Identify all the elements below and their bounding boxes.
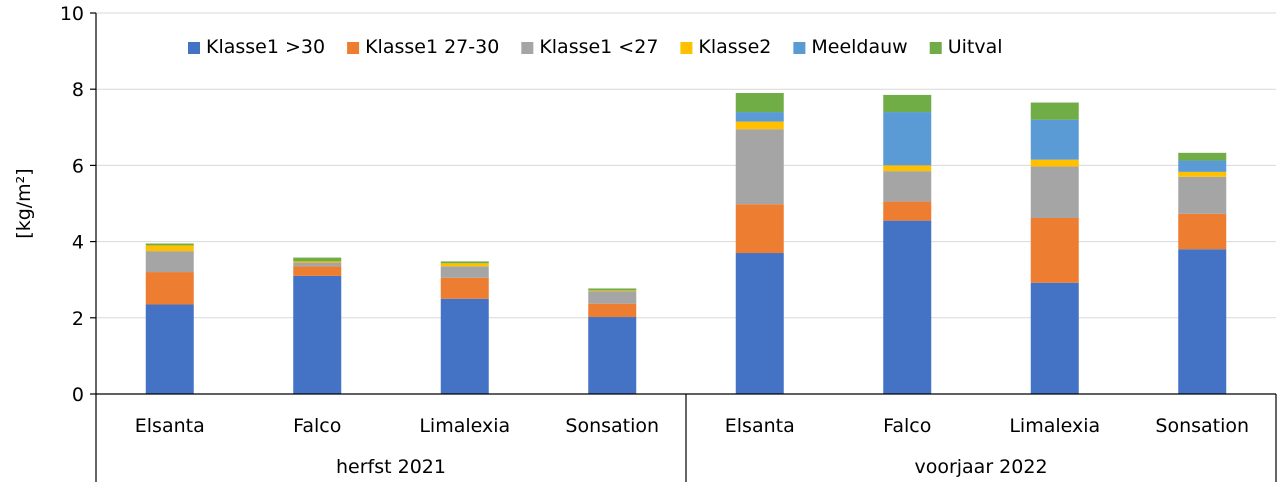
legend-label-5: Meeldauw	[811, 36, 907, 58]
y-tick-label-2: 2	[72, 308, 84, 330]
bar-segment-2-cat-1	[145, 272, 194, 305]
bar-segment-1-cat-4	[588, 317, 637, 394]
legend-swatch-5	[793, 42, 806, 54]
bar-segment-2-cat-8	[1178, 213, 1227, 250]
bar-segment-6-cat-5	[735, 93, 784, 113]
bar-segment-3-cat-2	[293, 262, 342, 267]
bar-segment-2-cat-5	[735, 204, 784, 254]
bar-segment-4-cat-1	[145, 245, 194, 252]
bar-segment-2-cat-3	[440, 277, 489, 299]
x-group-label-1: herfst 2021	[336, 456, 446, 478]
x-category-label-7: Limalexia	[1009, 415, 1100, 437]
legend-swatch-6	[929, 42, 942, 54]
bar-segment-1-cat-7	[1030, 282, 1079, 394]
legend-label-2: Klasse1 27-30	[365, 36, 499, 58]
bar-segment-1-cat-2	[293, 275, 342, 394]
bar-segment-3-cat-1	[145, 251, 194, 273]
bar-segment-1-cat-8	[1178, 249, 1227, 394]
legend-label-3: Klasse1 <27	[539, 36, 658, 58]
bar-segment-3-cat-4	[588, 291, 637, 304]
bar-segment-4-cat-2	[293, 261, 342, 263]
bar-segment-2-cat-4	[588, 303, 637, 318]
bar-segment-5-cat-8	[1178, 160, 1227, 172]
bar-segment-6-cat-1	[145, 243, 194, 246]
bar-segment-4-cat-5	[735, 121, 784, 130]
bar-segment-2-cat-7	[1030, 217, 1079, 283]
bar-segment-3-cat-6	[883, 171, 932, 202]
bar-segment-6-cat-7	[1030, 102, 1079, 120]
bar-segment-4-cat-6	[883, 165, 932, 172]
y-tick-label-4: 4	[72, 232, 84, 254]
legend-swatch-1	[188, 42, 200, 54]
bar-segment-4-cat-8	[1178, 171, 1227, 177]
bar-segment-5-cat-5	[735, 112, 784, 122]
bar-segment-1-cat-1	[145, 304, 194, 394]
bar-segment-3-cat-7	[1030, 166, 1079, 218]
x-group-label-2: voorjaar 2022	[914, 456, 1047, 478]
bar-segment-2-cat-6	[883, 201, 932, 221]
bar-segment-1-cat-5	[735, 253, 784, 394]
legend-label-6: Uitval	[948, 36, 1003, 58]
y-tick-label-6: 6	[72, 155, 84, 177]
bar-segment-6-cat-6	[883, 94, 932, 113]
bar-segment-3-cat-8	[1178, 176, 1227, 214]
legend-label-4: Klasse2	[698, 36, 771, 58]
x-category-label-8: Sonsation	[1155, 415, 1249, 437]
bar-segment-1-cat-6	[883, 220, 932, 394]
x-category-label-1: Elsanta	[135, 415, 205, 437]
bar-segment-3-cat-3	[440, 266, 489, 278]
legend-swatch-2	[347, 42, 360, 54]
bar-segment-5-cat-7	[1030, 119, 1079, 160]
bar-segment-4-cat-3	[440, 263, 489, 267]
y-axis-title: [kg/m²]	[13, 168, 35, 238]
bar-segment-4-cat-4	[588, 290, 637, 292]
bar-segment-2-cat-2	[293, 266, 342, 276]
bar-segment-6-cat-8	[1178, 152, 1227, 161]
legend-swatch-3	[521, 42, 534, 54]
y-tick-label-0: 0	[72, 384, 84, 406]
x-category-label-4: Sonsation	[565, 415, 659, 437]
x-category-label-6: Falco	[883, 415, 931, 437]
bar-segment-1-cat-3	[440, 298, 489, 394]
bar-segment-5-cat-6	[883, 112, 932, 166]
y-tick-label-10: 10	[60, 3, 84, 25]
y-tick-label-8: 8	[72, 79, 84, 101]
x-category-label-5: Elsanta	[725, 415, 795, 437]
bar-segment-6-cat-4	[588, 288, 637, 291]
legend-swatch-4	[680, 42, 693, 54]
x-category-label-2: Falco	[293, 415, 341, 437]
x-category-label-3: Limalexia	[419, 415, 510, 437]
legend-label-1: Klasse1 >30	[206, 36, 325, 58]
bar-segment-4-cat-7	[1030, 159, 1079, 167]
bar-segment-6-cat-3	[440, 261, 489, 264]
bar-segment-6-cat-2	[293, 257, 342, 262]
bar-segment-3-cat-5	[735, 129, 784, 205]
